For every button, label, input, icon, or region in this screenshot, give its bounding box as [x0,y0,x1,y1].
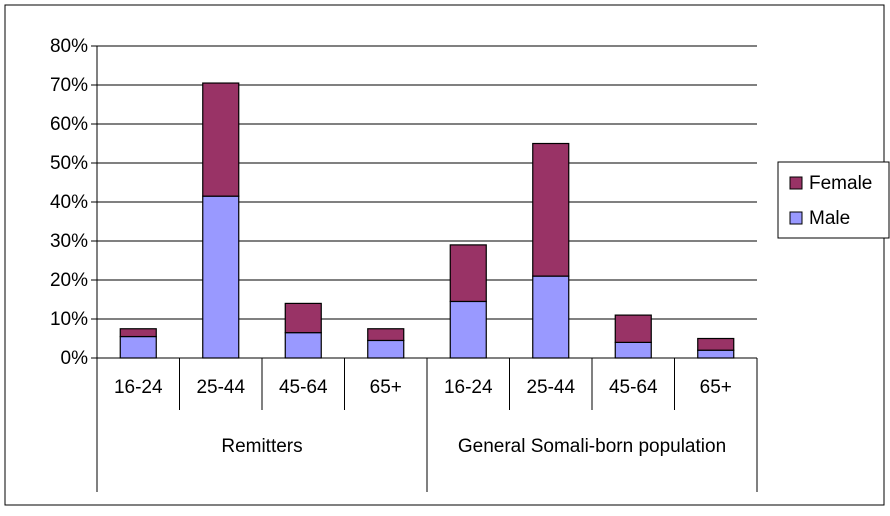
legend-swatch-female [789,176,803,190]
bar-segment-male [697,349,735,359]
x-tick-label: 16-24 [444,377,493,398]
bar-segment-female [449,244,487,303]
bar-segment-male [532,275,570,359]
y-tick-label: 70% [50,75,88,96]
bar-segment-male [284,332,322,359]
y-tick-label: 10% [50,309,88,330]
bars [119,82,735,359]
bar-segment-female [532,142,570,277]
legend-label-female: Female [809,173,872,194]
bar-segment-female [614,314,652,344]
y-tick-label: 20% [50,270,88,291]
y-tick-label: 50% [50,153,88,174]
bar-segment-male [119,335,157,359]
x-tick-label: 25-44 [526,377,575,398]
bar-segment-male [202,195,240,359]
x-tick-label: 45-64 [279,377,328,398]
bar-segment-female [119,328,157,338]
x-group-label: Remitters [221,436,302,457]
legend: Female Male [777,161,890,239]
legend-swatch-male [789,211,803,225]
legend-box [777,161,890,239]
chart-border [4,4,885,506]
y-tick-label: 40% [50,192,88,213]
bar-segment-female [697,337,735,351]
y-tick-label: 80% [50,36,88,57]
legend-label-male: Male [809,208,850,229]
x-tick-label: 16-24 [114,377,163,398]
x-tick-label: 65+ [370,377,402,398]
bar-segment-female [367,328,405,342]
bar-segment-male [614,341,652,359]
y-axis-ticks: 0% 10% 20% 30% 40% 50% 60% 70% 80% [50,36,97,369]
x-tick-label: 25-44 [196,377,245,398]
x-tick-label: 45-64 [609,377,658,398]
x-tick-label: 65+ [700,377,732,398]
x-group-label: General Somali-born population [458,436,726,457]
bar-segment-female [284,302,322,334]
bar-segment-female [202,82,240,197]
y-tick-label: 30% [50,231,88,252]
bar-segment-male [367,339,405,359]
bar-segment-male [449,300,487,359]
x-axis-labels: 16-24 25-44 45-64 65+ 16-24 25-44 45-64 65+ Remi… [96,358,758,492]
y-tick-label: 60% [50,114,88,135]
y-tick-label: 0% [61,348,89,369]
